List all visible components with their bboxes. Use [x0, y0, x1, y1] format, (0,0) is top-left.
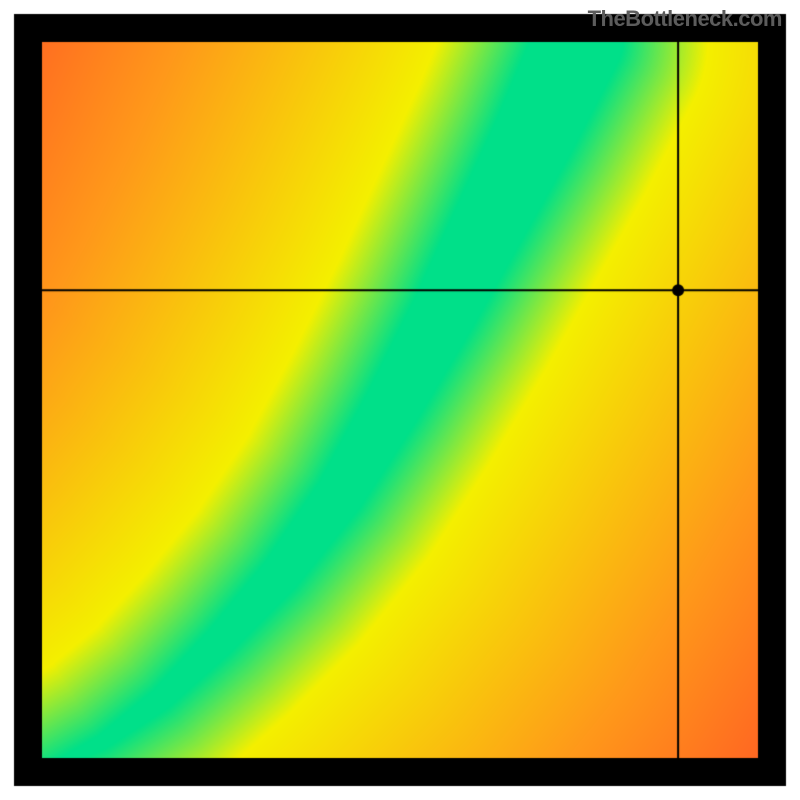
root: TheBottleneck.com	[0, 0, 800, 800]
heatmap-canvas	[0, 0, 800, 800]
watermark-text: TheBottleneck.com	[588, 6, 782, 32]
